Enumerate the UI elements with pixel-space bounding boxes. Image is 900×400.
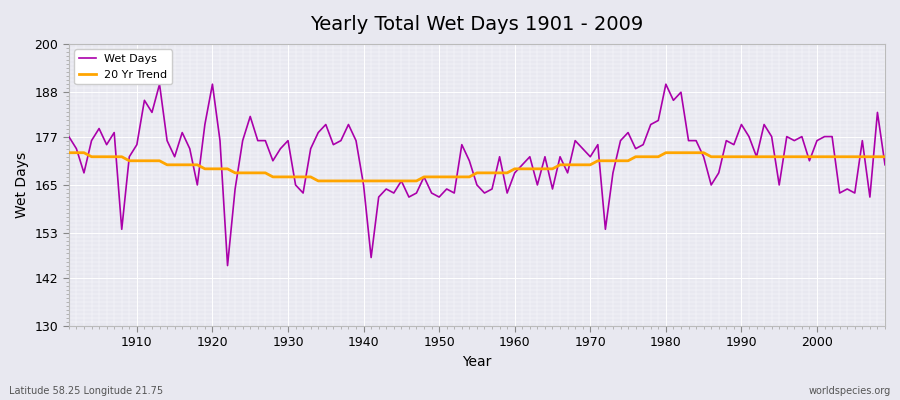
- 20 Yr Trend: [879, 154, 890, 159]
- Title: Yearly Total Wet Days 1901 - 2009: Yearly Total Wet Days 1901 - 2009: [310, 15, 644, 34]
- 20 Yr Trend: [124, 158, 135, 163]
- Line: 20 Yr Trend: 20 Yr Trend: [68, 153, 885, 181]
- Wet Days: [222, 263, 233, 268]
- Wet Days: [525, 154, 535, 159]
- Wet Days: [154, 82, 165, 86]
- Wet Days: [305, 146, 316, 151]
- Legend: Wet Days, 20 Yr Trend: Wet Days, 20 Yr Trend: [75, 50, 172, 84]
- 20 Yr Trend: [608, 158, 618, 163]
- Line: Wet Days: Wet Days: [68, 84, 885, 266]
- Wet Days: [63, 134, 74, 139]
- Wet Days: [879, 162, 890, 167]
- Wet Days: [351, 138, 362, 143]
- 20 Yr Trend: [290, 174, 301, 179]
- 20 Yr Trend: [343, 178, 354, 183]
- Wet Days: [124, 154, 135, 159]
- Text: worldspecies.org: worldspecies.org: [809, 386, 891, 396]
- Wet Days: [615, 138, 626, 143]
- Y-axis label: Wet Days: Wet Days: [15, 152, 29, 218]
- 20 Yr Trend: [509, 166, 520, 171]
- 20 Yr Trend: [63, 150, 74, 155]
- X-axis label: Year: Year: [463, 355, 491, 369]
- 20 Yr Trend: [517, 166, 527, 171]
- Wet Days: [517, 162, 527, 167]
- 20 Yr Trend: [313, 178, 324, 183]
- Text: Latitude 58.25 Longitude 21.75: Latitude 58.25 Longitude 21.75: [9, 386, 163, 396]
